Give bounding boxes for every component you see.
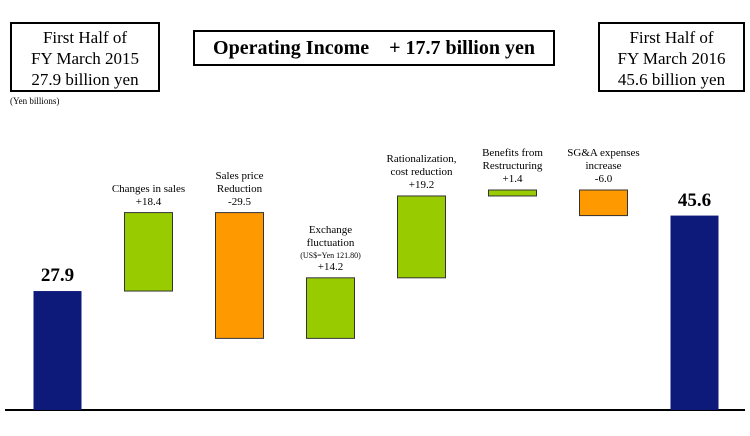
value-label: -29.5 xyxy=(228,195,251,208)
value-label: -6.0 xyxy=(594,173,613,185)
value-label: +14.2 xyxy=(317,260,344,273)
category-label: Sales price Reduction xyxy=(215,169,264,195)
bar-label: SG&A expenses increase -6.0 xyxy=(539,147,669,186)
bar xyxy=(579,189,628,217)
bar-label: Rationalization, cost reduction +19.2 xyxy=(357,153,487,192)
right-box: First Half of FY March 2016 45.6 billion… xyxy=(598,22,745,92)
bar xyxy=(306,277,355,339)
bar xyxy=(397,195,446,279)
value-label: 27.9 xyxy=(40,265,75,287)
bar xyxy=(670,215,719,410)
category-label: Benefits from Restructuring xyxy=(482,147,543,172)
category-note: (US$=Yen 121.80) xyxy=(300,250,361,260)
bar-label: Exchange fluctuation (US$=Yen 121.80) +14.… xyxy=(266,224,396,274)
value-label: +19.2 xyxy=(408,178,435,191)
category-label: Exchange fluctuation xyxy=(306,223,355,249)
bar xyxy=(33,291,82,410)
value-label: +1.4 xyxy=(502,173,523,185)
bar-label: Changes in sales +18.4 xyxy=(84,183,214,209)
left-box: First Half of FY March 2015 27.9 billion… xyxy=(10,22,160,92)
box-line: First Half of xyxy=(629,28,714,47)
category-label: SG&A expenses increase xyxy=(567,147,640,172)
chart-title: Operating Income + 17.7 billion yen xyxy=(193,30,555,66)
bar-label: 27.9 xyxy=(0,265,123,287)
category-label: Rationalization, cost reduction xyxy=(386,152,457,178)
category-label: Changes in sales xyxy=(111,182,186,195)
bar-label: Benefits from Restructuring +1.4 xyxy=(448,147,578,186)
box-line: FY March 2016 xyxy=(617,49,726,68)
value-label: +18.4 xyxy=(135,195,162,208)
box-line: FY March 2015 xyxy=(31,49,139,68)
bar-label: Sales price Reduction -29.5 xyxy=(175,170,305,209)
value-label: 45.6 xyxy=(677,189,712,211)
unit-label: (Yen billions) xyxy=(10,96,60,106)
box-line: 27.9 billion yen xyxy=(31,70,139,89)
box-line: First Half of xyxy=(42,28,128,47)
bar xyxy=(488,189,537,197)
bar xyxy=(215,212,264,339)
box-line: 45.6 billion yen xyxy=(617,70,726,89)
bar xyxy=(124,212,173,292)
bar-label: 45.6 xyxy=(630,190,750,212)
